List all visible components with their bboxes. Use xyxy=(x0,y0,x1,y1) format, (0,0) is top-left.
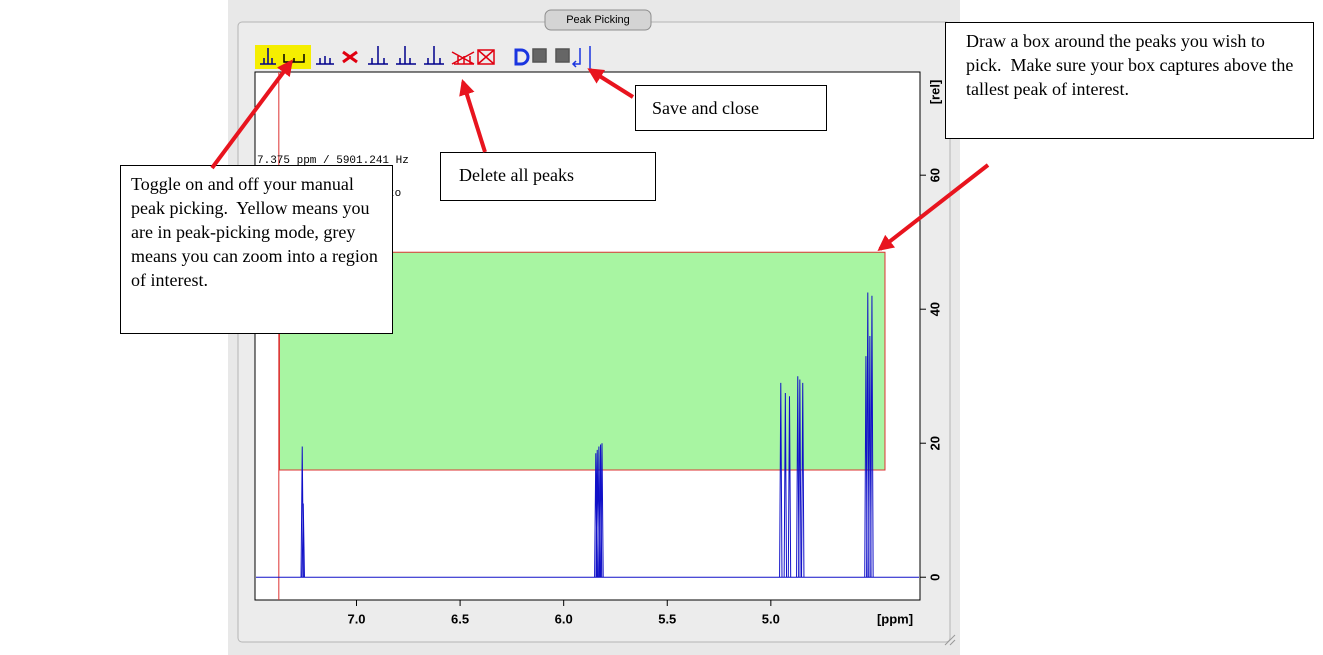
y-tick-label: 20 xyxy=(927,436,942,450)
y-axis-label: [rel] xyxy=(927,80,942,105)
x-axis-label: [ppm] xyxy=(877,611,913,626)
x-tick-label: 5.0 xyxy=(762,611,780,626)
x-tick-label: 6.5 xyxy=(451,611,469,626)
x-tick-label: 5.5 xyxy=(658,611,676,626)
x-tick-label: 6.0 xyxy=(555,611,573,626)
annotation: Delete all peaks xyxy=(440,152,656,201)
page: Peak Picking 7.375 ppm / 5901.241 Hze bu… xyxy=(0,0,1323,655)
y-tick-label: 40 xyxy=(927,302,942,316)
y-tick-label: 60 xyxy=(927,168,942,182)
annotation: Toggle on and off your manual peak picki… xyxy=(120,165,393,334)
x-tick-label: 7.0 xyxy=(347,611,365,626)
annotation: Draw a box around the peaks you wish to … xyxy=(945,22,1314,139)
y-tick-label: 0 xyxy=(927,574,942,581)
panel-title: Peak Picking xyxy=(566,14,630,26)
annotation: Save and close xyxy=(635,85,827,131)
toolbar-active[interactable] xyxy=(255,45,311,69)
